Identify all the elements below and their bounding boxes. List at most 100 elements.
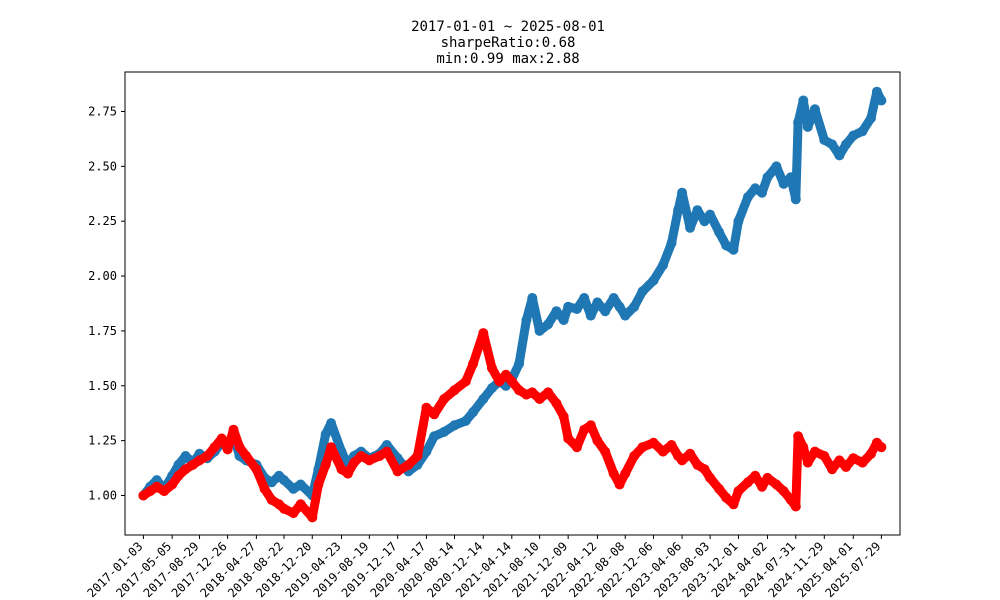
series-2-point: [202, 451, 213, 461]
series-2-point: [790, 501, 801, 512]
series-1-point: [866, 113, 876, 124]
series-2-point: [295, 499, 306, 510]
series-2-point: [403, 459, 414, 470]
series-2-point: [460, 376, 471, 387]
series-1-point: [266, 477, 277, 488]
chart-title-line-2: sharpeRatio:0.68: [441, 35, 576, 51]
series-2-point: [866, 448, 876, 459]
series-2-point: [728, 499, 739, 510]
series-1-point: [592, 297, 603, 308]
series-1-point: [802, 121, 813, 132]
series-2-point: [313, 479, 324, 490]
series-1-point: [666, 238, 677, 249]
series-2-point: [614, 479, 625, 490]
series-2-point: [742, 477, 753, 488]
series-1-point: [326, 418, 337, 429]
series-2-point: [778, 486, 789, 497]
series-1-point: [762, 172, 773, 183]
series-1-point: [793, 117, 804, 128]
series-2-point: [563, 433, 574, 444]
series-2-point: [381, 446, 392, 457]
series-1-point: [721, 240, 732, 251]
series-1-point: [527, 293, 538, 303]
series-2-point: [342, 468, 353, 479]
series-2-point: [468, 358, 479, 369]
series-2-point: [234, 442, 245, 453]
series-2-point: [714, 483, 725, 494]
y-tick-label: 2.25: [88, 214, 117, 228]
series-1-point: [677, 187, 688, 198]
series-2-point: [429, 409, 440, 420]
series-1-point: [600, 306, 611, 317]
series-1-point: [705, 209, 716, 220]
series-1-point: [648, 275, 659, 286]
series-2-point: [478, 328, 489, 339]
series-1-point: [637, 286, 648, 297]
series-2-point: [259, 483, 270, 494]
y-tick-label: 2.50: [88, 159, 117, 173]
series-1-point: [468, 407, 479, 418]
series-2-point: [608, 468, 619, 479]
series-2-point: [620, 468, 631, 479]
chart-title-line-1: 2017-01-01 ~ 2025-08-01: [411, 19, 605, 35]
series-1-point: [180, 451, 191, 461]
series-1-point: [429, 431, 440, 442]
series-2: [138, 328, 887, 523]
series-1-point: [692, 205, 703, 216]
series-1-point: [733, 216, 744, 227]
series-2-point: [527, 387, 538, 398]
series-2-point: [487, 363, 497, 374]
series-2-point: [251, 464, 262, 475]
series-1-point: [421, 446, 432, 457]
series-1-point: [279, 475, 289, 486]
series-1-point: [742, 192, 753, 203]
series-1-point: [778, 178, 789, 189]
series-2-point: [288, 508, 299, 519]
series-2-point: [494, 376, 505, 387]
series-2-point: [392, 466, 403, 477]
series-1-point: [514, 358, 525, 369]
series-2-point: [685, 448, 696, 459]
series-2-point: [543, 387, 554, 398]
series-2-point: [279, 503, 289, 514]
plot-frame: [124, 71, 901, 536]
series-1-point: [834, 150, 845, 161]
series-1: [138, 86, 887, 501]
series-1-point: [487, 383, 497, 393]
series-1-line: [138, 87, 886, 500]
series-1-point: [714, 227, 725, 238]
series-2-point: [771, 479, 782, 490]
y-axis: 1.00 1.25 1.50 1.75 2.00 2.25 2.50 2.75: [88, 104, 125, 503]
y-tick-label: 1.00: [88, 489, 117, 503]
series-2-point: [658, 446, 668, 457]
series-2-point: [798, 442, 809, 453]
series-2-point: [421, 402, 432, 413]
series-2-point: [449, 385, 460, 396]
series-1-point: [841, 139, 851, 150]
series-1-point: [790, 194, 801, 205]
series-1-point: [558, 315, 569, 325]
series-2-point: [637, 442, 648, 453]
series-1-point: [608, 293, 619, 303]
series-2-point: [721, 492, 732, 503]
series-1-point: [629, 301, 640, 312]
series-1-point: [728, 244, 739, 255]
series-1-point: [699, 216, 710, 227]
series-2-point: [558, 411, 569, 422]
series-1-point: [460, 415, 471, 426]
series-1-point: [585, 310, 596, 321]
series-1-point: [295, 479, 306, 490]
series-2-point: [534, 394, 545, 404]
series-2-point: [216, 433, 227, 444]
series-1-point: [658, 260, 668, 271]
series-2-point: [551, 398, 562, 409]
series-2-point: [666, 440, 677, 450]
y-tick-label: 1.50: [88, 379, 117, 393]
series-1-point: [563, 301, 574, 312]
series-2-point: [848, 453, 859, 464]
series-2-point: [374, 451, 385, 461]
plot-area: [138, 86, 887, 523]
series-2-point: [320, 459, 331, 470]
series-2-point: [841, 462, 851, 472]
